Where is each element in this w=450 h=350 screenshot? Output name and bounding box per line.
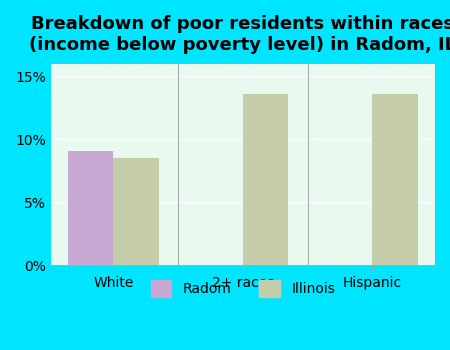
Title: Breakdown of poor residents within races
(income below poverty level) in Radom, : Breakdown of poor residents within races… [29,15,450,54]
Legend: Radom, Illinois: Radom, Illinois [145,274,341,302]
Bar [113,158,159,265]
Bar [68,150,113,265]
Bar [372,94,418,265]
Bar [243,94,288,265]
